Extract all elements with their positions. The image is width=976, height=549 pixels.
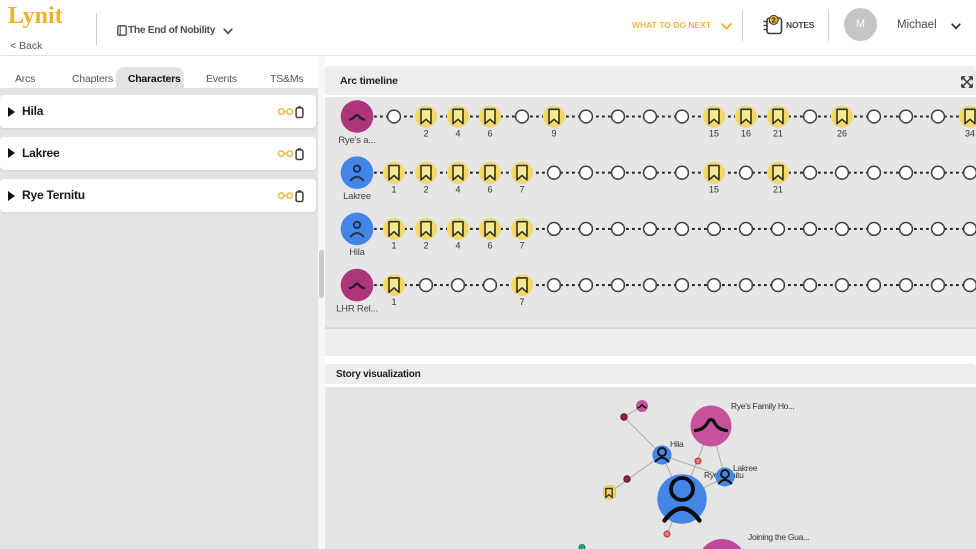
svg-text:Rye's Family Ho...: Rye's Family Ho...	[731, 401, 794, 411]
svg-text:7: 7	[519, 297, 524, 307]
svg-text:2: 2	[423, 185, 428, 195]
svg-text:6: 6	[487, 185, 492, 195]
svg-text:9: 9	[551, 128, 556, 138]
svg-text:LHR Rel...: LHR Rel...	[336, 303, 378, 314]
svg-text:4: 4	[455, 241, 460, 251]
svg-text:1: 1	[391, 297, 396, 307]
svg-text:2: 2	[423, 241, 428, 251]
svg-text:34: 34	[965, 128, 975, 138]
svg-text:1: 1	[391, 185, 396, 195]
svg-text:2: 2	[423, 128, 428, 138]
svg-text:7: 7	[519, 241, 524, 251]
svg-text:Hila: Hila	[349, 247, 365, 258]
svg-text:16: 16	[741, 128, 751, 138]
svg-text:Hila: Hila	[670, 439, 684, 449]
svg-text:Rye's a...: Rye's a...	[338, 135, 375, 146]
svg-text:6: 6	[487, 128, 492, 138]
svg-text:4: 4	[455, 185, 460, 195]
svg-text:15: 15	[709, 185, 719, 195]
svg-text:6: 6	[487, 241, 492, 251]
svg-text:Joining the Gua...: Joining the Gua...	[748, 532, 809, 542]
svg-text:15: 15	[709, 128, 719, 138]
svg-text:Lakree: Lakree	[733, 463, 758, 473]
svg-text:26: 26	[837, 128, 847, 138]
svg-text:1: 1	[391, 241, 396, 251]
svg-text:2: 2	[772, 16, 776, 25]
svg-text:21: 21	[773, 185, 783, 195]
svg-text:21: 21	[773, 128, 783, 138]
svg-text:Lakree: Lakree	[343, 191, 371, 202]
svg-text:4: 4	[455, 128, 460, 138]
svg-text:7: 7	[519, 185, 524, 195]
